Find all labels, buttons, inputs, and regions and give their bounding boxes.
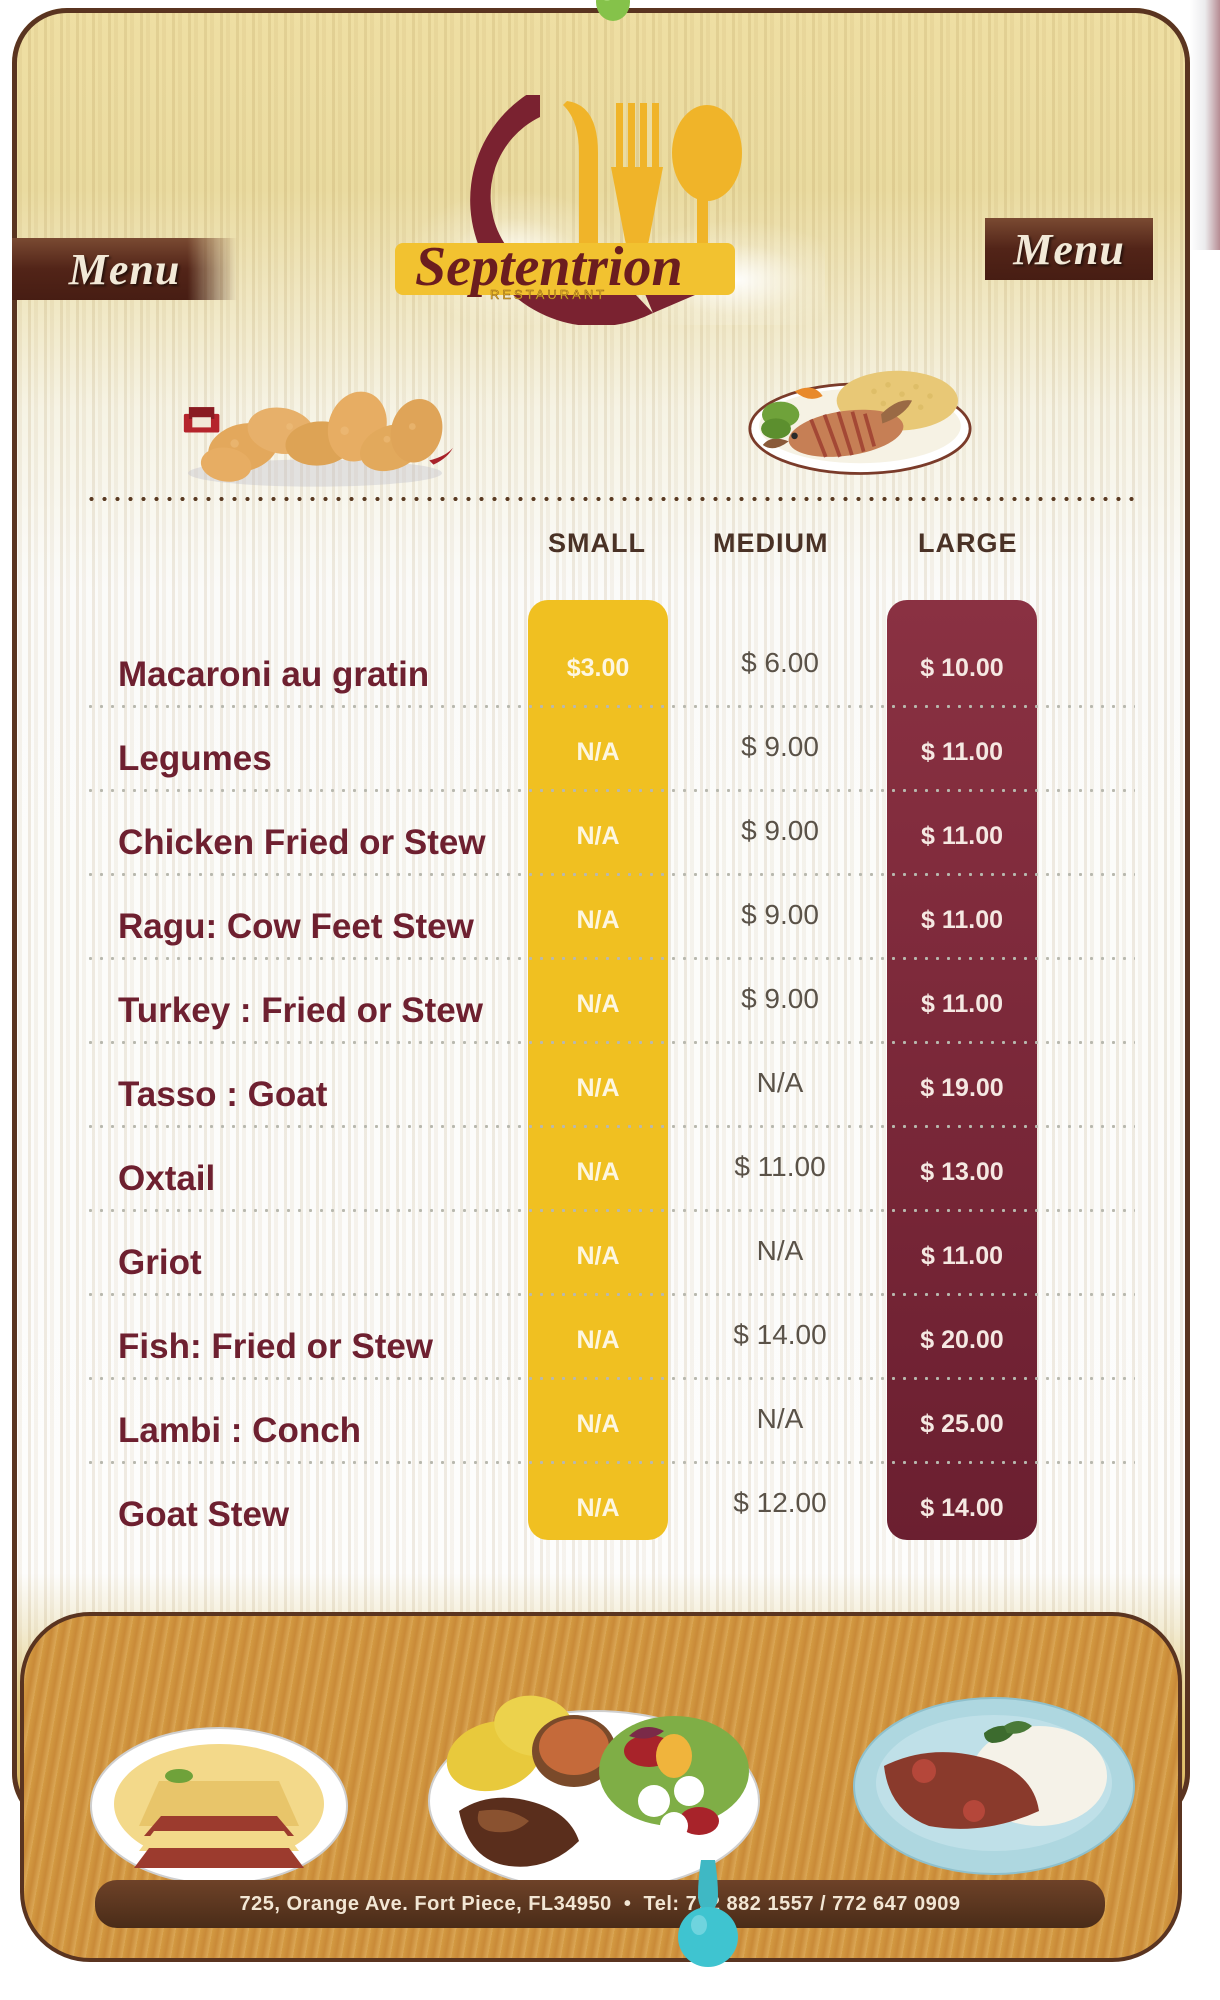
svg-text:RESTAURANT: RESTAURANT: [490, 287, 607, 302]
